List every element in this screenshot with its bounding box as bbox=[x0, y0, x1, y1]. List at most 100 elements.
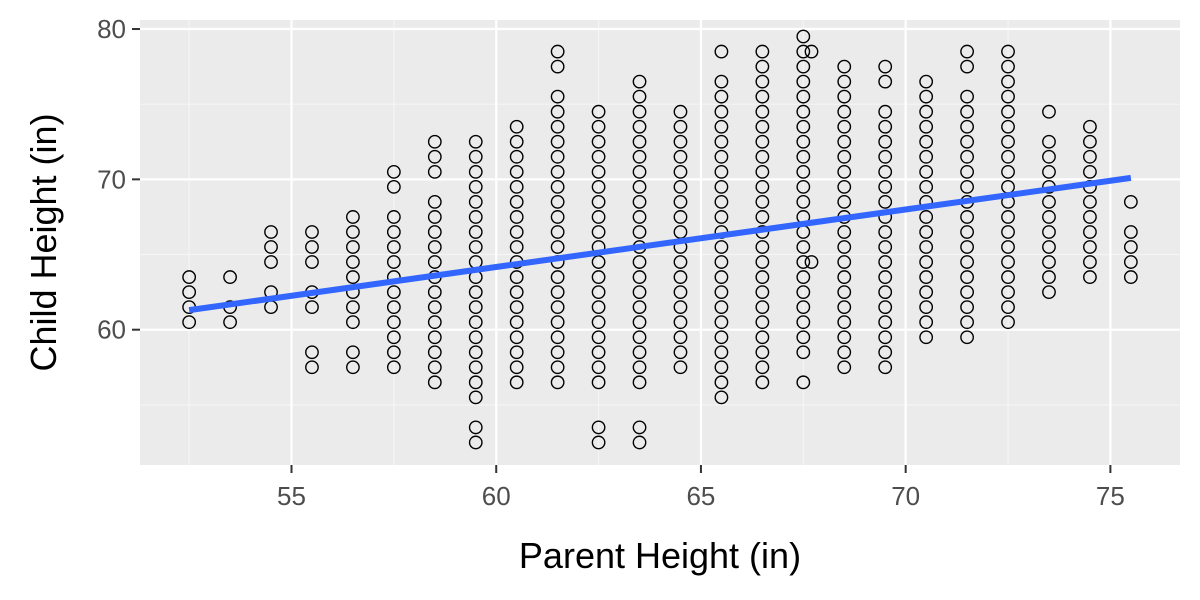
data-point bbox=[673, 360, 688, 375]
data-point bbox=[1042, 285, 1056, 300]
data-point bbox=[509, 134, 524, 149]
data-point bbox=[796, 300, 811, 315]
data-point bbox=[346, 270, 360, 284]
data-point bbox=[1123, 195, 1138, 209]
data-point bbox=[427, 225, 442, 239]
major-gridlines bbox=[140, 20, 1180, 465]
data-point bbox=[386, 300, 401, 315]
data-point bbox=[550, 240, 565, 254]
data-point bbox=[591, 330, 606, 345]
data-point bbox=[1001, 315, 1015, 330]
data-point bbox=[714, 375, 729, 390]
data-point bbox=[919, 89, 934, 104]
data-point bbox=[755, 285, 770, 300]
data-point bbox=[878, 149, 893, 164]
data-point bbox=[878, 134, 893, 149]
data-point bbox=[960, 134, 974, 149]
data-point bbox=[960, 89, 974, 104]
data-point bbox=[878, 119, 893, 134]
data-point bbox=[509, 164, 524, 179]
data-point bbox=[673, 345, 688, 360]
data-point bbox=[714, 134, 729, 149]
x-tick-label: 55 bbox=[277, 481, 306, 511]
data-point bbox=[632, 119, 647, 134]
data-point bbox=[796, 255, 811, 269]
data-point bbox=[509, 195, 524, 209]
data-point bbox=[632, 149, 647, 164]
data-point bbox=[714, 315, 729, 330]
data-point bbox=[182, 270, 197, 284]
data-point bbox=[714, 345, 729, 360]
data-point bbox=[550, 330, 565, 345]
data-point bbox=[264, 255, 278, 269]
data-point bbox=[878, 330, 893, 345]
data-point bbox=[1001, 89, 1015, 104]
data-point bbox=[919, 119, 934, 134]
data-point bbox=[1083, 164, 1097, 179]
data-point bbox=[878, 59, 893, 74]
data-point bbox=[673, 270, 688, 284]
data-point bbox=[1001, 285, 1015, 300]
data-point bbox=[509, 149, 524, 164]
data-point bbox=[714, 390, 729, 405]
y-tick-label: 70 bbox=[97, 164, 126, 194]
data-point bbox=[386, 315, 401, 330]
data-point bbox=[919, 300, 934, 315]
data-point bbox=[960, 240, 974, 254]
data-point bbox=[673, 119, 688, 134]
data-point bbox=[714, 360, 729, 375]
data-point bbox=[427, 345, 442, 360]
data-point bbox=[796, 29, 811, 44]
data-point bbox=[264, 240, 278, 254]
data-point bbox=[591, 134, 606, 149]
data-point bbox=[960, 315, 974, 330]
data-point bbox=[632, 74, 647, 89]
data-point bbox=[673, 330, 688, 345]
data-point bbox=[960, 44, 974, 59]
data-point bbox=[919, 285, 934, 300]
data-point bbox=[468, 225, 483, 239]
data-point bbox=[673, 179, 688, 194]
data-point bbox=[632, 225, 647, 239]
data-point bbox=[919, 134, 934, 149]
data-point bbox=[632, 89, 647, 104]
data-point bbox=[837, 89, 852, 104]
data-point bbox=[960, 179, 974, 194]
data-point bbox=[591, 375, 606, 390]
data-point bbox=[550, 285, 565, 300]
data-point bbox=[591, 345, 606, 360]
data-point bbox=[837, 225, 852, 239]
data-point bbox=[509, 210, 524, 224]
data-points bbox=[182, 29, 1138, 450]
data-point bbox=[960, 149, 974, 164]
data-point bbox=[509, 330, 524, 345]
data-point bbox=[632, 315, 647, 330]
data-point bbox=[550, 315, 565, 330]
data-point bbox=[591, 195, 606, 209]
x-tick-label: 60 bbox=[482, 481, 511, 511]
data-point bbox=[960, 104, 974, 119]
data-point bbox=[1123, 240, 1138, 254]
data-point bbox=[427, 360, 442, 375]
data-point bbox=[427, 330, 442, 345]
data-point bbox=[305, 240, 319, 254]
data-point bbox=[1042, 255, 1056, 269]
data-point bbox=[960, 59, 974, 74]
data-point bbox=[960, 330, 974, 345]
data-point bbox=[878, 360, 893, 375]
data-point bbox=[755, 44, 770, 59]
data-point bbox=[468, 360, 483, 375]
data-point bbox=[755, 104, 770, 119]
data-point bbox=[837, 300, 852, 315]
data-point bbox=[386, 285, 401, 300]
data-point bbox=[509, 179, 524, 194]
data-point bbox=[1042, 134, 1056, 149]
data-point bbox=[591, 104, 606, 119]
data-point bbox=[427, 164, 442, 179]
data-point bbox=[755, 360, 770, 375]
data-point bbox=[714, 74, 729, 89]
data-point bbox=[509, 240, 524, 254]
x-tick-label: 65 bbox=[686, 481, 715, 511]
data-point bbox=[1042, 240, 1056, 254]
data-point bbox=[714, 104, 729, 119]
